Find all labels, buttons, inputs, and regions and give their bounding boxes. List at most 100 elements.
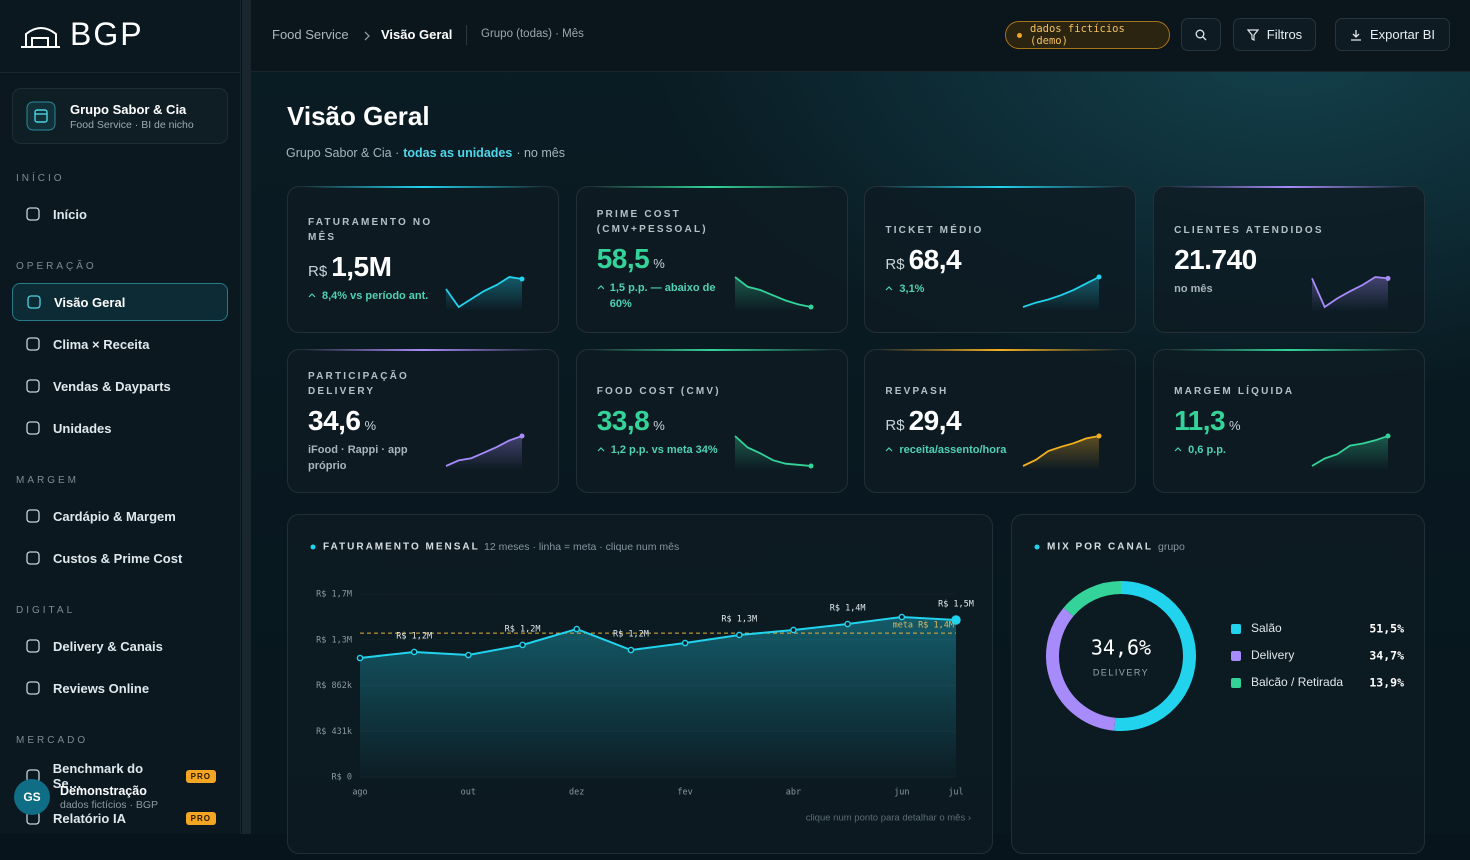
filters-button[interactable]: Filtros	[1233, 18, 1316, 51]
kpi-note-row: 8,4% vs período ant.	[308, 288, 436, 304]
kpi-note: 3,1%	[899, 282, 925, 295]
point[interactable]	[519, 641, 526, 649]
trend-arrow	[308, 293, 316, 298]
breadcrumb[interactable]: Food Service	[272, 27, 349, 42]
kpi-note: receita/assento/hora	[899, 444, 1007, 456]
kpi-accent	[302, 349, 544, 351]
kpi-content: MARGEM LÍQUIDA 11,3% 0,6 p.p.	[1174, 350, 1324, 492]
nav-icon	[26, 421, 40, 435]
kpi-value-row: 34,6%	[308, 405, 458, 437]
point[interactable]	[356, 654, 364, 662]
y-tick-label: R$ 0	[332, 773, 352, 783]
sparkline-area	[1023, 277, 1100, 311]
point[interactable]	[681, 639, 689, 647]
point[interactable]	[573, 625, 581, 633]
kpi-unit: %	[364, 417, 377, 433]
demo-badge: dados fictícios (demo)	[1005, 21, 1170, 49]
kpi-accent	[1168, 186, 1411, 188]
point[interactable]	[465, 651, 472, 659]
point[interactable]	[410, 648, 418, 656]
sparkline-end	[519, 276, 525, 282]
sparkline-line	[1023, 276, 1100, 308]
point[interactable]	[844, 620, 851, 628]
kpi-label: PRIME COST (CMV+PESSOAL)	[596, 209, 708, 235]
kpi-note: 8,4% vs período ant.	[322, 290, 429, 302]
point[interactable]	[951, 615, 961, 625]
nav-item[interactable]: Relatório IA PRO	[12, 799, 228, 837]
nav-item[interactable]: Início	[12, 195, 228, 233]
kpi-prefix: R$	[308, 263, 328, 280]
subtitle-highlight[interactable]: todas as unidades	[403, 146, 513, 160]
filter-icon	[1246, 28, 1259, 41]
nav-label: Cardápio & Margem	[53, 508, 176, 524]
legend-value: 13,9%	[1369, 676, 1404, 690]
legend-swatch	[1231, 624, 1241, 634]
sparkline-end	[808, 304, 814, 310]
donut-center-label: DELIVERY	[1093, 667, 1149, 677]
kpi-card[interactable]: FOOD COST (CMV) 33,8% 1,2 p.p. vs meta 34%	[575, 349, 848, 493]
kpi-card[interactable]: TICKET MÉDIO R$ 68,4 3,1%	[864, 186, 1137, 333]
sparkline	[445, 433, 525, 470]
org-card[interactable]: Grupo Sabor & Cia Food Service · BI de n…	[12, 88, 228, 144]
icon-shape	[26, 509, 40, 523]
nav-item[interactable]: Unidades	[12, 409, 228, 447]
sparkline	[1023, 433, 1102, 470]
kpi-value: 68,4	[908, 243, 962, 275]
point[interactable]	[790, 626, 797, 634]
kpi-label: MARGEM LÍQUIDA	[1174, 386, 1295, 397]
nav-item[interactable]: Cardápio & Margem	[12, 497, 228, 535]
org-icon	[26, 101, 56, 131]
sparkline-end	[519, 433, 525, 439]
kpi-card[interactable]: MARGEM LÍQUIDA 11,3% 0,6 p.p.	[1153, 349, 1426, 493]
legend-swatch	[1231, 678, 1241, 688]
nav-label: Início	[53, 206, 87, 222]
kpi-value-row: R$ 29,4	[885, 405, 1035, 437]
nav-item[interactable]: Clima × Receita	[12, 325, 228, 363]
point[interactable]	[627, 646, 635, 654]
kpi-value: 33,8	[596, 405, 650, 436]
nav-item[interactable]: Reviews Online	[12, 669, 228, 707]
point[interactable]	[898, 613, 906, 621]
nav-item-active[interactable]: Visão Geral	[12, 283, 228, 321]
search-button[interactable]	[1181, 18, 1221, 51]
export-button[interactable]: Exportar BI	[1335, 18, 1450, 51]
logo-icon	[21, 27, 60, 48]
arrow-shape	[1174, 447, 1182, 452]
nav-icon	[27, 295, 41, 309]
divider	[0, 72, 241, 73]
donut-segment[interactable]	[1063, 581, 1122, 617]
user-subtitle: dados fictícios · BGP	[60, 799, 159, 811]
nav-section-label: MERCADO	[16, 735, 89, 746]
icon-shape	[26, 681, 40, 695]
arrow-shape	[597, 285, 604, 290]
kpi-note-row: 1,5 p.p. — abaixo de 60%	[597, 280, 725, 312]
nav-item[interactable]: Benchmark do Se… PRO	[12, 757, 228, 795]
nav-icon	[26, 207, 40, 221]
nav-item[interactable]: Vendas & Dayparts	[12, 367, 228, 405]
trend-arrow	[885, 447, 893, 452]
donut-segment[interactable]	[1114, 581, 1196, 731]
nav-item[interactable]: Custos & Prime Cost	[12, 539, 228, 577]
nav-item[interactable]: Delivery & Canais	[12, 627, 228, 665]
donut-segment[interactable]	[1046, 607, 1116, 731]
kpi-note-row: 3,1%	[885, 281, 1013, 297]
kpi-card[interactable]: CLIENTES ATENDIDOS 21.740 no mês	[1153, 186, 1426, 333]
kpi-value-row: 11,3%	[1174, 405, 1324, 437]
kpi-card[interactable]: FATURAMENTO NO MÊS R$ 1,5M 8,4% vs período …	[287, 186, 559, 333]
kpi-card[interactable]: REVPASH R$ 29,4 receita/assento/hora	[864, 349, 1137, 493]
sparkline-end	[1096, 274, 1102, 280]
kpi-content: PRIME COST (CMV+PESSOAL) 58,5% 1,5 p.p. — …	[597, 187, 747, 332]
point[interactable]	[735, 631, 743, 639]
download-icon	[1350, 29, 1361, 41]
icon-shape	[26, 337, 40, 351]
sidebar: BGP Grupo Sabor & Cia Food Service · BI …	[0, 0, 241, 834]
sparkline-area	[734, 277, 811, 311]
subtitle-text: Grupo Sabor & Cia ·	[286, 146, 400, 160]
chart-footer: clique num ponto para detalhar o mês ›	[806, 813, 971, 824]
kpi-card[interactable]: PARTICIPAÇÃO DELIVERY 34,6% iFood · Rappi …	[287, 349, 559, 493]
scrollbar[interactable]	[242, 0, 251, 834]
nav-label: Delivery & Canais	[53, 638, 163, 654]
kpi-card[interactable]: PRIME COST (CMV+PESSOAL) 58,5% 1,5 p.p. — …	[575, 186, 848, 333]
sparkline	[445, 276, 525, 311]
